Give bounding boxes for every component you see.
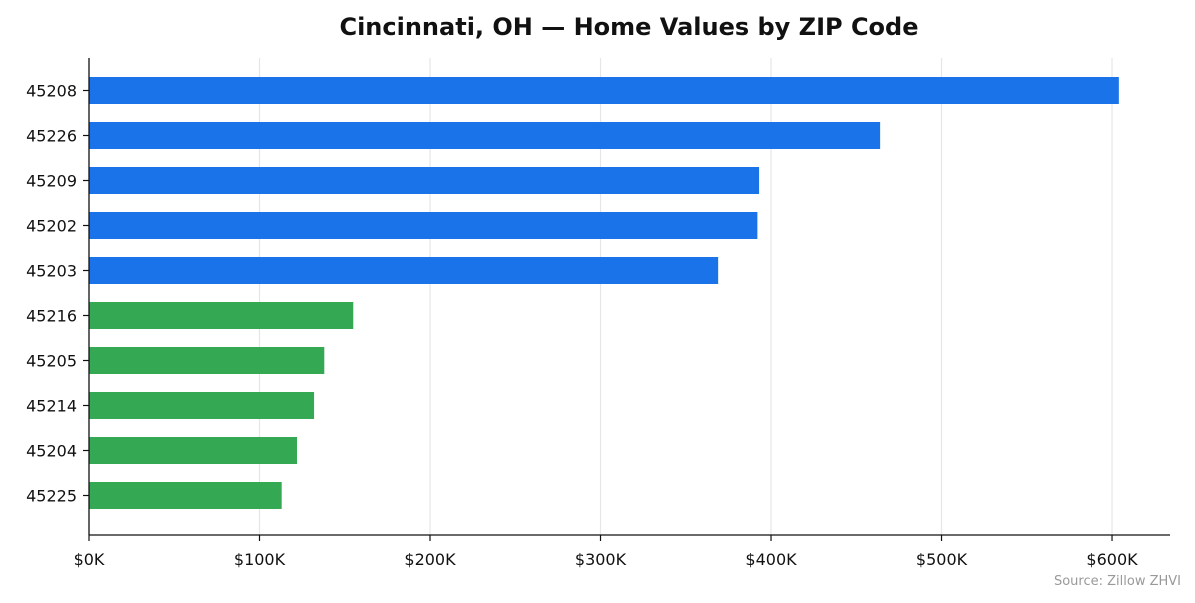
x-tick-label: $200K [404,550,456,569]
y-tick-label: 45204 [26,442,77,461]
x-tick-label: $400K [745,550,797,569]
bar-45202 [89,212,758,239]
x-tick-label: $100K [234,550,286,569]
y-tick-label: 45216 [26,307,77,326]
y-tick-label: 45214 [26,397,77,416]
bars [89,77,1119,509]
bar-45203 [89,257,719,284]
x-tick-label: $500K [916,550,968,569]
y-tick-label: 45226 [26,127,77,146]
y-tick-label: 45209 [26,172,77,191]
x-tick-label: $300K [575,550,627,569]
bar-45204 [89,437,298,464]
y-tick-label: 45208 [26,82,77,101]
bar-45209 [89,167,760,194]
axes [88,58,1170,536]
y-tick-label: 45225 [26,487,77,506]
x-tick-label: $600K [1086,550,1138,569]
y-tick-label: 45205 [26,352,77,371]
bar-45226 [89,122,881,149]
chart-title: Cincinnati, OH — Home Values by ZIP Code [339,13,918,41]
bar-45208 [89,77,1119,104]
x-axis-ticks: $0K $100K $200K $300K $400K $500K $600K [74,535,1138,569]
bar-45205 [89,347,325,374]
y-tick-label: 45202 [26,217,77,236]
y-axis-ticks: 45208 45226 45209 45202 45203 45216 45205 45214… [26,82,89,506]
bar-45214 [89,392,315,419]
bar-45225 [89,482,282,509]
source-note: Source: Zillow ZHVI [1054,574,1181,589]
y-tick-label: 45203 [26,262,77,281]
bar-45216 [89,302,354,329]
x-tick-label: $0K [74,550,105,569]
